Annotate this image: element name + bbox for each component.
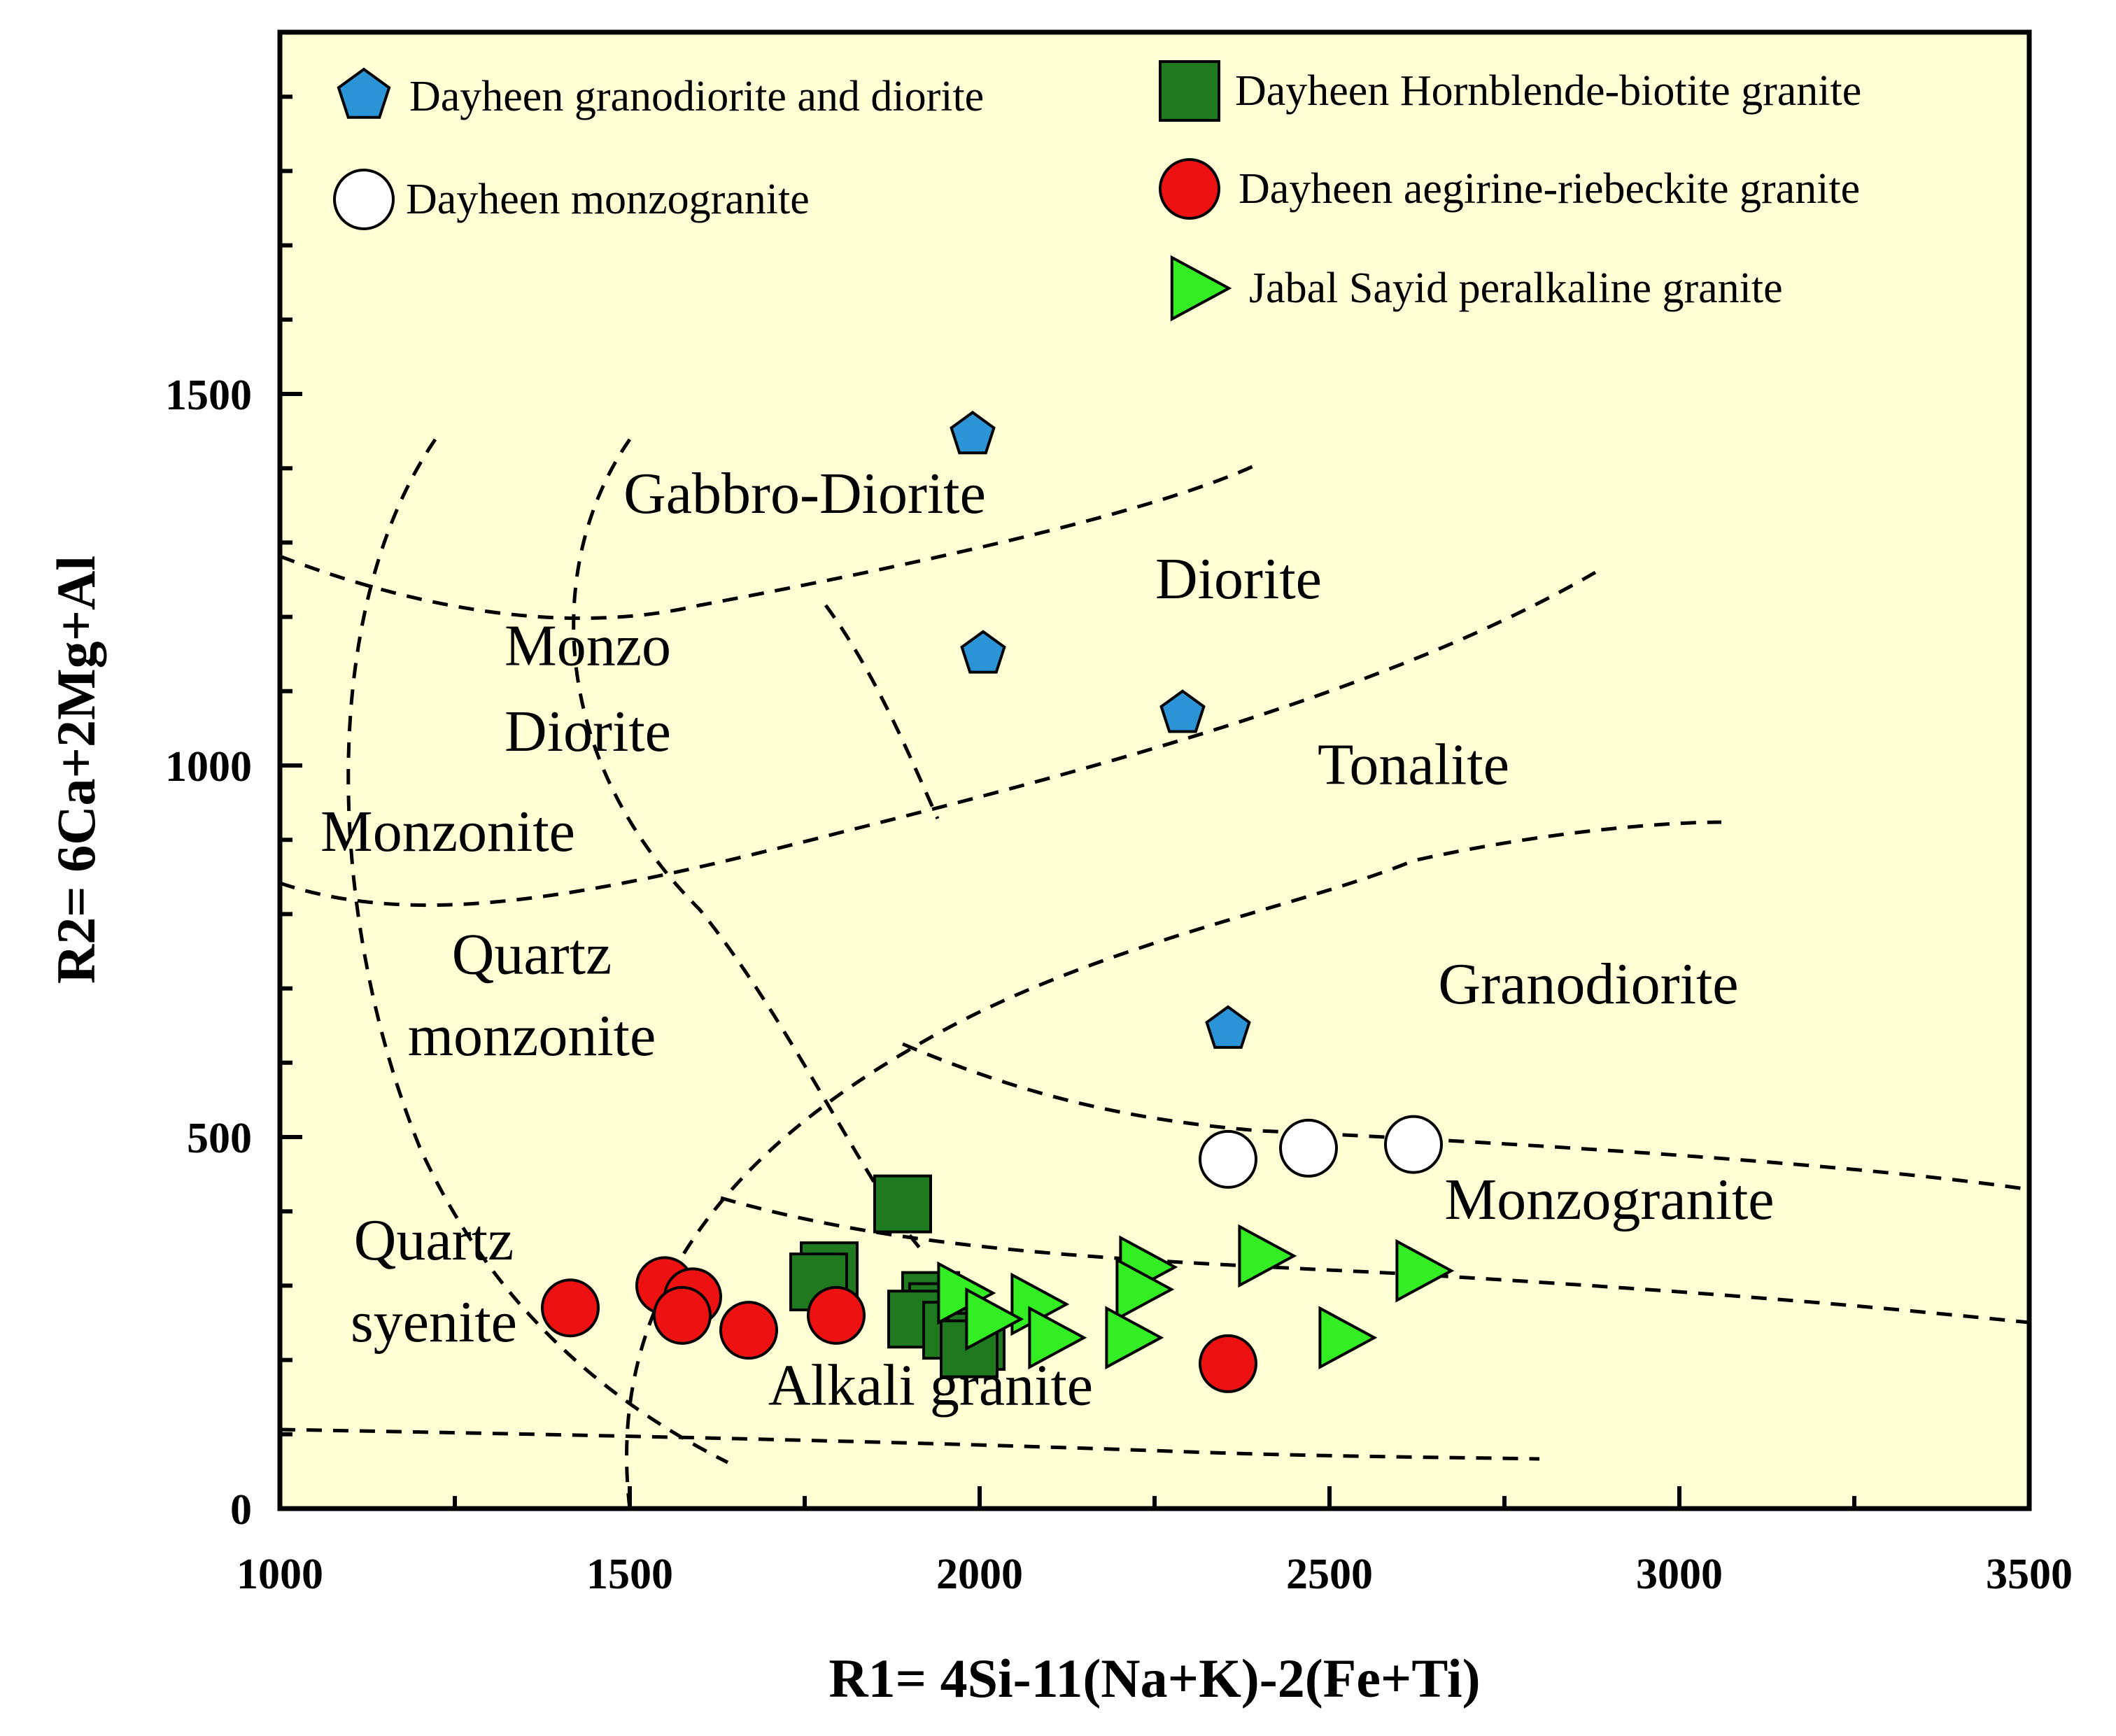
triangle-point <box>1105 1306 1164 1370</box>
y-tick-label: 500 <box>187 1115 252 1162</box>
circle-point <box>1199 1334 1257 1393</box>
y-tick-label: 1000 <box>165 743 252 791</box>
pentagon-point <box>950 410 996 455</box>
x-tick-label: 3000 <box>1636 1551 1723 1598</box>
boundary-curve-7 <box>902 1042 2030 1192</box>
tick-labels: 1000 1500 2000 2500 3000 3500 0 500 1000 1500 <box>165 372 2073 1598</box>
square-point <box>873 1174 932 1234</box>
circle-point <box>719 1301 778 1360</box>
y-axis-title: R2= 6Ca+2Mg+Al <box>45 556 106 984</box>
boundary-curve-3 <box>279 461 1261 620</box>
pentagon-point <box>1159 689 1206 733</box>
field-label: Gabbro-Diorite <box>623 461 986 526</box>
field-labels: Gabbro-Diorite Diorite Monzo Diorite Tonalit… <box>320 461 1775 1418</box>
legend-marker <box>333 169 395 230</box>
legend: Dayheen granodiorite and diorite Dayheen … <box>333 60 1861 322</box>
legend-label: Dayheen granodiorite and diorite <box>409 73 984 120</box>
boundary-curve-4 <box>824 604 940 820</box>
boundary-curve-2 <box>572 438 925 1254</box>
x-tick-label: 1000 <box>237 1551 323 1598</box>
pentagon-point <box>1205 1005 1251 1049</box>
field-label: Quartz <box>354 1208 514 1273</box>
boundary-curve-6 <box>625 820 1722 1509</box>
triangle-point <box>1395 1239 1455 1303</box>
field-label: Diorite <box>505 699 671 764</box>
field-label: Quartz <box>452 922 612 987</box>
triangle-point <box>1028 1306 1087 1370</box>
x-tick-label: 2000 <box>936 1551 1023 1598</box>
y-tick-label: 1500 <box>165 372 252 419</box>
axis-ticks <box>278 94 2031 1511</box>
field-label: Diorite <box>1155 546 1322 612</box>
x-tick-label: 2500 <box>1286 1551 1373 1598</box>
y-tick-label: 0 <box>230 1486 252 1534</box>
triangle-point <box>1115 1257 1175 1322</box>
field-label: Monzogranite <box>1444 1167 1774 1232</box>
legend-label: Jabal Sayid peralkaline granite <box>1249 264 1783 312</box>
triangle-point <box>1238 1224 1297 1288</box>
legend-label: Dayheen aegirine-riebeckite granite <box>1239 165 1860 213</box>
field-boundaries <box>279 438 2030 1509</box>
field-label: Monzo <box>505 614 671 679</box>
legend-label: Dayheen Hornblende-biotite granite <box>1235 67 1861 115</box>
circle-point <box>1279 1118 1338 1178</box>
boundary-curve-8 <box>720 1196 2030 1325</box>
field-label: monzonite <box>408 1003 656 1068</box>
legend-marker <box>337 67 391 119</box>
legend-marker <box>1159 60 1220 122</box>
circle-point <box>807 1285 866 1345</box>
legend-label: Dayheen monzogranite <box>406 176 810 223</box>
circle-point <box>1199 1129 1257 1189</box>
data-points <box>541 410 1455 1393</box>
field-label: syenite <box>351 1290 517 1355</box>
triangle-point <box>1318 1306 1378 1370</box>
legend-marker <box>1159 158 1220 220</box>
pentagon-point <box>960 630 1006 674</box>
boundary-curve-1 <box>346 438 729 1465</box>
x-tick-label: 3500 <box>1986 1551 2073 1598</box>
circle-point <box>541 1278 600 1338</box>
x-axis-title: R1= 4Si-11(Na+K)-2(Fe+Ti) <box>828 1648 1480 1709</box>
field-label: Monzonite <box>320 799 575 864</box>
field-label: Alkali granite <box>768 1353 1093 1418</box>
circle-point <box>653 1285 712 1345</box>
field-label: Tonalite <box>1318 733 1509 798</box>
boundary-curve-5 <box>279 570 1597 908</box>
circle-point <box>1384 1115 1443 1174</box>
x-tick-label: 1500 <box>586 1551 673 1598</box>
triangle-point <box>965 1287 1024 1351</box>
field-label: Granodiorite <box>1438 952 1738 1017</box>
legend-marker <box>1170 255 1232 322</box>
